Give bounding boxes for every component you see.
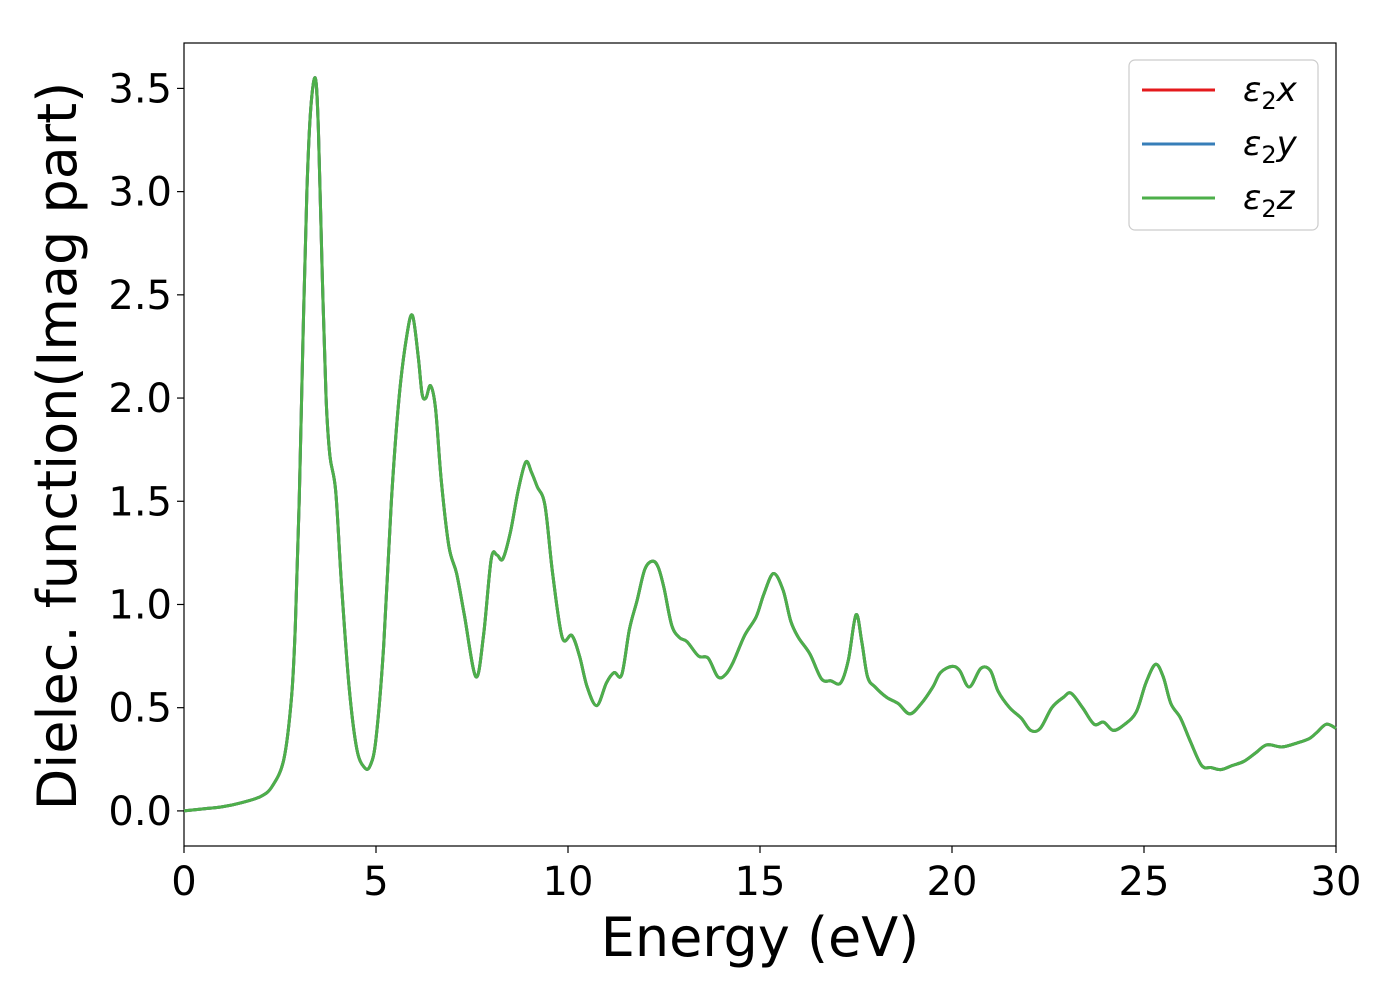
x-tick-label: 0 (171, 859, 196, 905)
x-tick-label: 10 (543, 859, 594, 905)
y-axis-ticks: 0.0 0.5 1.0 1.5 2.0 2.5 3.0 3.5 (108, 66, 184, 835)
y-tick-label: 2.0 (108, 376, 172, 422)
x-tick-label: 30 (1311, 859, 1362, 905)
x-tick-label: 15 (735, 859, 786, 905)
series-layer (183, 76, 1337, 813)
x-tick-label: 5 (363, 859, 388, 905)
x-axis-ticks: 0 5 10 15 20 25 30 (171, 846, 1361, 905)
x-tick-label: 20 (927, 859, 978, 905)
legend-label-y: ε2y (1243, 124, 1298, 169)
x-axis-title: Energy (eV) (601, 906, 920, 969)
y-tick-label: 1.0 (108, 582, 172, 628)
legend: ε2x ε2y ε2z (1128, 59, 1319, 231)
legend-label-x: ε2x (1243, 70, 1298, 115)
legend-label-z: ε2z (1243, 178, 1296, 223)
y-tick-label: 3.0 (108, 170, 172, 216)
legend-box (1128, 59, 1319, 231)
y-tick-label: 0.0 (108, 789, 172, 835)
y-tick-label: 3.5 (108, 66, 172, 112)
y-tick-label: 2.5 (108, 273, 172, 319)
y-axis-title: Dielec. function(Imag part) (26, 82, 89, 811)
series-line-z (183, 76, 1337, 813)
y-tick-label: 1.5 (108, 479, 172, 525)
x-tick-label: 25 (1119, 859, 1170, 905)
y-tick-label: 0.5 (108, 686, 172, 732)
